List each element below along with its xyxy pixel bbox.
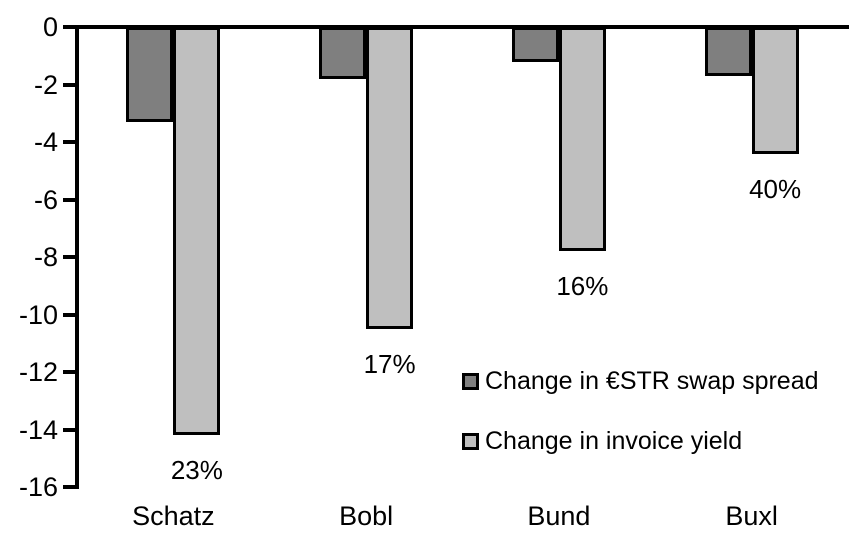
y-tick-label: -12 bbox=[18, 357, 58, 387]
bar-schatz-spread bbox=[126, 27, 174, 122]
legend-swatch-spread-icon bbox=[462, 372, 479, 390]
y-tick-mark bbox=[63, 427, 77, 432]
y-tick-mark bbox=[63, 312, 77, 317]
y-tick-label: -10 bbox=[18, 299, 58, 330]
y-tick-mark bbox=[63, 140, 77, 144]
bar-buxl-yield bbox=[751, 27, 799, 154]
legend-item-yield: Change in invoice yield bbox=[462, 427, 819, 455]
y-tick-mark bbox=[63, 255, 77, 259]
y-tick-label: -14 bbox=[18, 414, 58, 445]
y-tick-label: -2 bbox=[33, 69, 58, 100]
legend-label-yield: Change in invoice yield bbox=[485, 426, 743, 455]
y-tick-mark bbox=[63, 370, 77, 374]
legend-item-spread: Change in €STR swap spread bbox=[462, 367, 819, 395]
y-tick-label: -16 bbox=[18, 472, 58, 502]
category-label-bobl: Bobl bbox=[339, 501, 394, 531]
y-tick-label: -8 bbox=[33, 242, 58, 272]
data-label-buxl: 40% bbox=[749, 173, 802, 204]
data-label-schatz: 23% bbox=[170, 455, 223, 486]
bar-bund-yield bbox=[558, 27, 606, 252]
category-label-bund: Bund bbox=[527, 501, 591, 531]
legend-swatch-yield-icon bbox=[462, 432, 479, 450]
data-label-bobl: 17% bbox=[363, 348, 416, 379]
y-tick-mark bbox=[63, 197, 77, 202]
y-axis-line bbox=[75, 25, 79, 489]
y-tick-mark bbox=[63, 82, 77, 87]
bar-bobl-yield bbox=[366, 27, 414, 329]
y-tick-label: -4 bbox=[33, 127, 58, 157]
bar-schatz-yield bbox=[173, 27, 221, 436]
bar-buxl-spread bbox=[704, 27, 752, 76]
bar-bund-spread bbox=[511, 27, 559, 62]
x-axis-line bbox=[75, 25, 849, 29]
y-tick-mark bbox=[63, 25, 77, 29]
legend: Change in €STR swap spread Change in inv… bbox=[462, 367, 819, 491]
category-label-schatz: Schatz bbox=[132, 501, 215, 531]
bar-bobl-spread bbox=[319, 27, 367, 79]
category-label-buxl: Buxl bbox=[725, 501, 778, 531]
data-label-bund: 16% bbox=[556, 271, 609, 302]
y-tick-label: 0 bbox=[42, 12, 58, 42]
legend-label-spread: Change in €STR swap spread bbox=[485, 366, 819, 395]
y-tick-label: -6 bbox=[33, 184, 58, 215]
y-tick-mark bbox=[63, 485, 77, 489]
